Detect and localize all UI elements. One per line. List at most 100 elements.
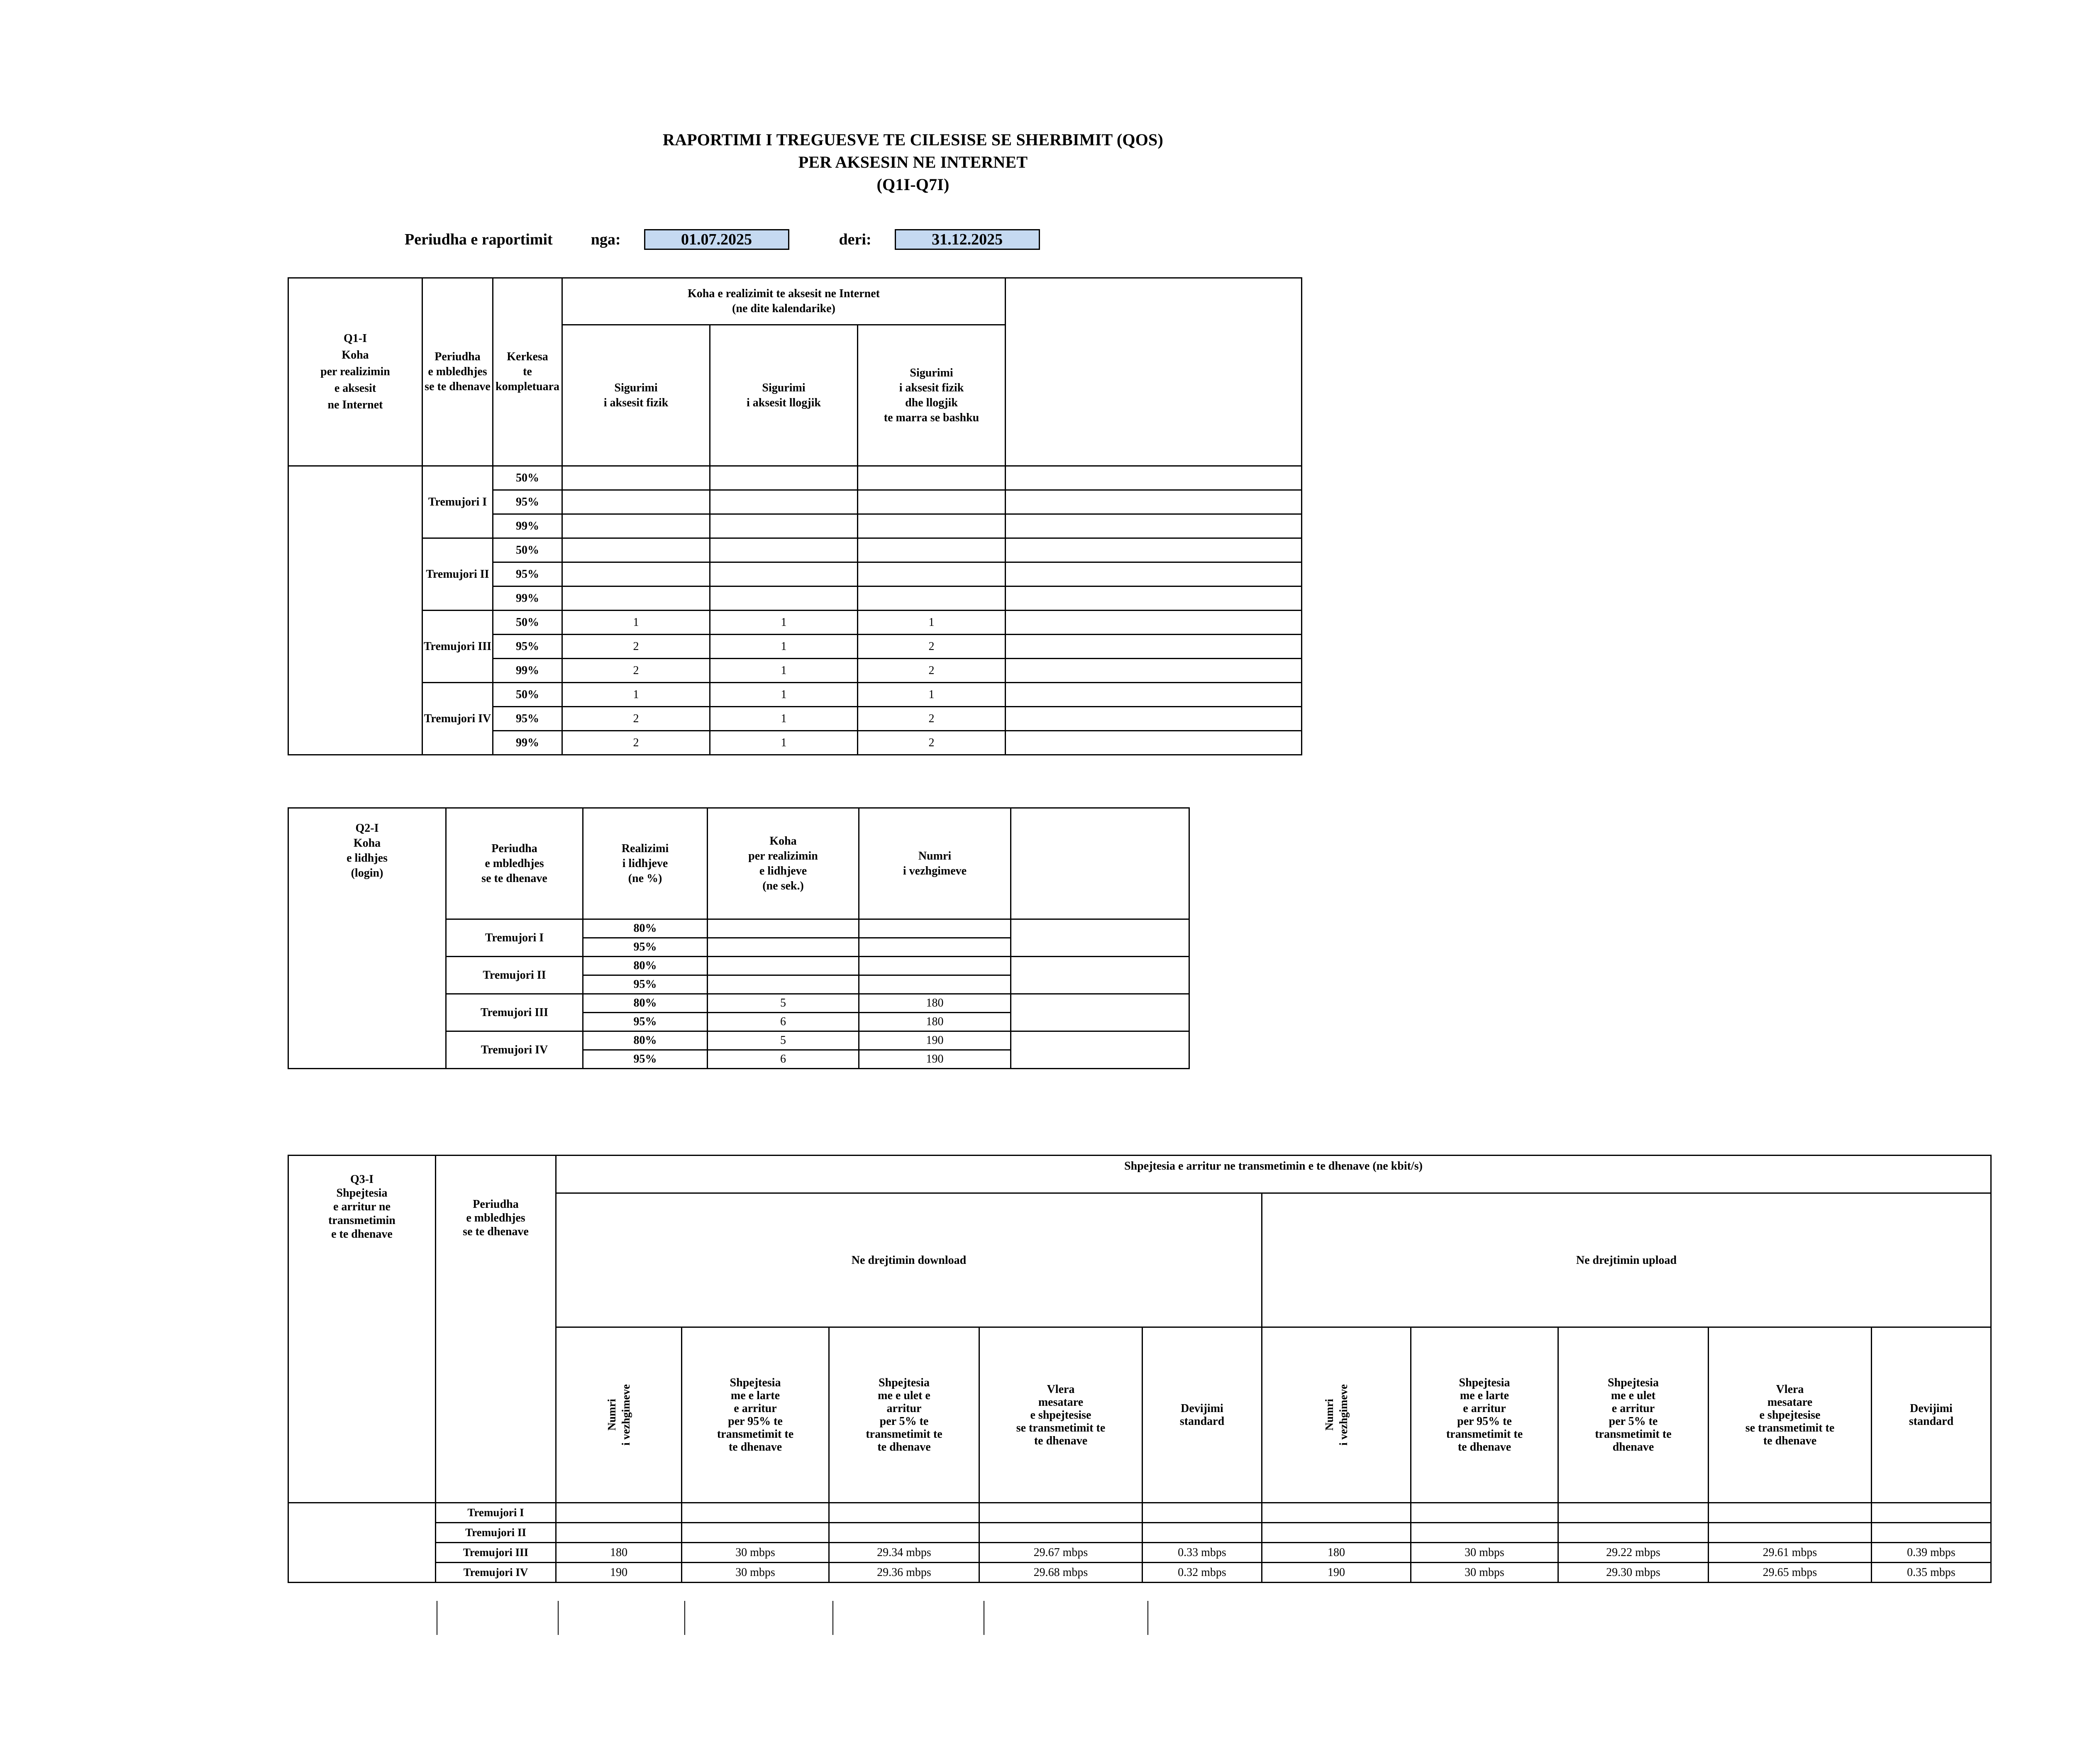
q1-cell-bashku[interactable]: 2 <box>857 658 1006 683</box>
q2-cell-koha[interactable]: 5 <box>707 993 859 1013</box>
q1-cell-llogjik[interactable] <box>709 513 858 539</box>
q1-cell-llogjik[interactable]: 1 <box>709 634 858 659</box>
q2-cell-koha[interactable] <box>707 975 859 994</box>
q1-cell-extra[interactable] <box>1005 586 1302 611</box>
period-to-input[interactable]: 31.12.2025 <box>894 229 1040 250</box>
q3-dl-larte[interactable]: 30 mbps <box>681 1542 830 1563</box>
q3-ul-numri[interactable] <box>1261 1502 1411 1523</box>
q2-threshold[interactable]: 95% <box>582 1012 708 1032</box>
q1-cell-fizik[interactable] <box>561 538 710 563</box>
q1-cell-fizik[interactable]: 1 <box>561 610 710 635</box>
q1-cell-bashku[interactable] <box>857 465 1006 491</box>
q2-cell-koha[interactable] <box>707 956 859 976</box>
q3-dl-ulet[interactable]: 29.34 mbps <box>828 1542 980 1563</box>
q1-cell-extra[interactable] <box>1005 538 1302 563</box>
q1-cell-extra[interactable] <box>1005 513 1302 539</box>
q2-threshold[interactable]: 95% <box>582 1049 708 1069</box>
q3-dl-larte[interactable] <box>681 1502 830 1523</box>
q2-cell-numri[interactable]: 180 <box>858 993 1011 1013</box>
q2-threshold[interactable]: 80% <box>582 919 708 938</box>
q3-ul-numri[interactable]: 180 <box>1261 1542 1411 1563</box>
q1-cell-extra[interactable] <box>1005 730 1302 755</box>
q2-threshold[interactable]: 80% <box>582 993 708 1013</box>
q1-cell-extra[interactable] <box>1005 465 1302 491</box>
q1-cell-bashku[interactable] <box>857 489 1006 515</box>
q3-dl-ulet[interactable] <box>828 1502 980 1523</box>
q3-ul-ulet[interactable] <box>1557 1522 1709 1543</box>
q2-cell-numri[interactable]: 190 <box>858 1049 1011 1069</box>
q1-cell-fizik[interactable]: 2 <box>561 706 710 731</box>
q1-cell-extra[interactable] <box>1005 489 1302 515</box>
q1-cell-llogjik[interactable] <box>709 562 858 587</box>
q3-dl-ulet[interactable] <box>828 1522 980 1543</box>
q1-cell-extra[interactable] <box>1005 706 1302 731</box>
q2-cell-extra[interactable] <box>1010 956 1190 994</box>
q1-cell-fizik[interactable]: 2 <box>561 658 710 683</box>
q1-cell-bashku[interactable] <box>857 538 1006 563</box>
q1-cell-llogjik[interactable] <box>709 465 858 491</box>
q2-cell-numri[interactable]: 190 <box>858 1031 1011 1051</box>
q3-ul-mesatare[interactable]: 29.61 mbps <box>1708 1542 1872 1563</box>
q1-cell-fizik[interactable]: 1 <box>561 682 710 707</box>
q1-cell-llogjik[interactable] <box>709 489 858 515</box>
q3-ul-larte[interactable]: 30 mbps <box>1410 1562 1559 1583</box>
q1-threshold[interactable]: 99% <box>492 513 563 539</box>
q3-dl-mesatare[interactable]: 29.68 mbps <box>979 1562 1143 1583</box>
q1-threshold[interactable]: 95% <box>492 489 563 515</box>
q1-threshold[interactable]: 95% <box>492 562 563 587</box>
q1-threshold[interactable]: 50% <box>492 465 563 491</box>
q2-cell-koha[interactable]: 6 <box>707 1049 859 1069</box>
q1-threshold[interactable]: 99% <box>492 730 563 755</box>
q1-cell-llogjik[interactable]: 1 <box>709 610 858 635</box>
q1-threshold[interactable]: 50% <box>492 682 563 707</box>
q2-cell-koha[interactable] <box>707 919 859 938</box>
q3-ul-devijimi[interactable]: 0.35 mbps <box>1871 1562 1992 1583</box>
q3-ul-larte[interactable] <box>1410 1522 1559 1543</box>
q3-ul-larte[interactable] <box>1410 1502 1559 1523</box>
q3-dl-numri[interactable] <box>555 1502 682 1523</box>
q1-cell-fizik[interactable]: 2 <box>561 730 710 755</box>
q3-ul-mesatare[interactable] <box>1708 1502 1872 1523</box>
q3-dl-larte[interactable] <box>681 1522 830 1543</box>
q1-cell-bashku[interactable]: 1 <box>857 610 1006 635</box>
q1-cell-llogjik[interactable] <box>709 538 858 563</box>
q1-threshold[interactable]: 95% <box>492 634 563 659</box>
q2-cell-numri[interactable]: 180 <box>858 1012 1011 1032</box>
q2-threshold[interactable]: 95% <box>582 937 708 957</box>
q2-cell-numri[interactable] <box>858 975 1011 994</box>
q1-cell-extra[interactable] <box>1005 682 1302 707</box>
q1-cell-bashku[interactable]: 2 <box>857 634 1006 659</box>
q3-dl-devijimi[interactable]: 0.32 mbps <box>1142 1562 1262 1583</box>
q2-cell-numri[interactable] <box>858 956 1011 976</box>
q3-ul-devijimi[interactable] <box>1871 1502 1992 1523</box>
q3-dl-devijimi[interactable]: 0.33 mbps <box>1142 1542 1262 1563</box>
q1-cell-llogjik[interactable] <box>709 586 858 611</box>
q1-threshold[interactable]: 95% <box>492 706 563 731</box>
q1-threshold[interactable]: 50% <box>492 538 563 563</box>
q2-cell-koha[interactable] <box>707 937 859 957</box>
q1-cell-llogjik[interactable]: 1 <box>709 730 858 755</box>
q1-cell-extra[interactable] <box>1005 658 1302 683</box>
q1-cell-llogjik[interactable]: 1 <box>709 682 858 707</box>
q1-cell-fizik[interactable] <box>561 489 710 515</box>
q3-ul-ulet[interactable]: 29.30 mbps <box>1557 1562 1709 1583</box>
q2-cell-koha[interactable]: 5 <box>707 1031 859 1051</box>
q1-cell-bashku[interactable]: 1 <box>857 682 1006 707</box>
q2-cell-numri[interactable] <box>858 919 1011 938</box>
q3-ul-numri[interactable] <box>1261 1522 1411 1543</box>
q2-cell-koha[interactable]: 6 <box>707 1012 859 1032</box>
q2-cell-extra[interactable] <box>1010 919 1190 957</box>
q1-threshold[interactable]: 99% <box>492 658 563 683</box>
q1-cell-bashku[interactable] <box>857 562 1006 587</box>
q3-dl-numri[interactable]: 190 <box>555 1562 682 1583</box>
q1-cell-bashku[interactable]: 2 <box>857 730 1006 755</box>
q3-ul-mesatare[interactable] <box>1708 1522 1872 1543</box>
q3-ul-ulet[interactable]: 29.22 mbps <box>1557 1542 1709 1563</box>
q2-cell-extra[interactable] <box>1010 1031 1190 1069</box>
q3-dl-numri[interactable]: 180 <box>555 1542 682 1563</box>
q3-dl-ulet[interactable]: 29.36 mbps <box>828 1562 980 1583</box>
q1-threshold[interactable]: 50% <box>492 610 563 635</box>
q1-cell-bashku[interactable] <box>857 586 1006 611</box>
q1-cell-fizik[interactable] <box>561 562 710 587</box>
q3-ul-devijimi[interactable]: 0.39 mbps <box>1871 1542 1992 1563</box>
